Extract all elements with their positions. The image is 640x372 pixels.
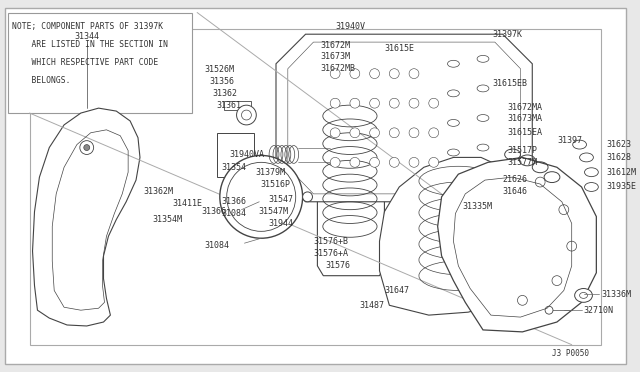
Circle shape [350,98,360,108]
Text: 31411E: 31411E [173,199,202,208]
Text: 31354: 31354 [222,163,247,172]
Text: 31944: 31944 [269,219,294,228]
Text: 31672MB: 31672MB [321,64,355,73]
Circle shape [80,141,93,154]
Text: 31397K: 31397K [493,30,523,39]
Polygon shape [380,157,537,315]
Text: 31335M: 31335M [463,202,493,211]
Text: 31361: 31361 [217,101,242,110]
Circle shape [409,69,419,78]
Text: 31646: 31646 [502,187,528,196]
Text: 31362M: 31362M [143,187,173,196]
Circle shape [220,155,303,238]
Text: NOTE; COMPONENT PARTS OF 31397K: NOTE; COMPONENT PARTS OF 31397K [12,22,163,31]
Polygon shape [298,131,330,177]
Circle shape [350,157,360,167]
Text: 31672M: 31672M [321,41,350,49]
Circle shape [429,98,438,108]
Text: 31612M: 31612M [606,168,636,177]
Text: J3 P0050: J3 P0050 [552,349,589,357]
Polygon shape [317,121,385,276]
Polygon shape [217,133,254,177]
Text: 21626: 21626 [502,174,528,184]
Polygon shape [33,108,140,326]
Text: BELONGS.: BELONGS. [12,76,70,84]
Text: 32710N: 32710N [584,306,614,315]
Text: 31362: 31362 [212,89,237,98]
Circle shape [389,69,399,78]
Text: 31647: 31647 [385,286,410,295]
Text: 31672MA: 31672MA [508,103,543,112]
Circle shape [330,157,340,167]
Circle shape [303,192,312,202]
Circle shape [370,69,380,78]
Text: 31673MA: 31673MA [508,115,543,124]
Text: 31344: 31344 [74,32,99,41]
Text: 31336M: 31336M [601,290,631,299]
Circle shape [330,98,340,108]
Text: 31940V: 31940V [335,22,365,31]
Text: 31940VA: 31940VA [229,150,264,159]
Text: 31577M: 31577M [508,158,538,167]
Polygon shape [224,101,252,110]
Text: 31526M: 31526M [204,65,234,74]
Circle shape [350,128,360,138]
Text: 31356: 31356 [209,77,234,86]
Ellipse shape [575,289,593,302]
Text: 31517P: 31517P [508,146,538,155]
Text: 31935E: 31935E [606,183,636,192]
Text: 31516P: 31516P [260,180,291,189]
Circle shape [409,98,419,108]
Polygon shape [438,157,596,332]
Text: 31615EA: 31615EA [508,128,543,137]
Circle shape [389,157,399,167]
Circle shape [409,128,419,138]
Polygon shape [276,34,532,202]
Text: 31576: 31576 [325,262,350,270]
Polygon shape [5,7,626,365]
Text: 31547: 31547 [269,195,294,204]
Circle shape [429,157,438,167]
Circle shape [370,128,380,138]
Circle shape [552,276,562,286]
Text: 31628: 31628 [606,153,631,162]
Text: 31576+A: 31576+A [314,248,348,257]
Text: 31379M: 31379M [256,168,286,177]
Text: 31615EB: 31615EB [493,79,528,88]
Text: 31354M: 31354M [153,215,183,224]
Text: 31397: 31397 [557,136,582,145]
Text: 31673M: 31673M [321,52,350,61]
Circle shape [567,241,577,251]
Text: 31623: 31623 [606,140,631,149]
Circle shape [545,306,553,314]
Circle shape [429,128,438,138]
Text: 31615E: 31615E [385,45,415,54]
Circle shape [370,157,380,167]
Text: 31084: 31084 [205,241,230,250]
Text: 31366: 31366 [222,197,247,206]
Circle shape [84,145,90,151]
Text: 31084: 31084 [222,209,247,218]
Text: 31487: 31487 [360,301,385,310]
Circle shape [330,128,340,138]
Circle shape [237,105,256,125]
Ellipse shape [580,292,588,298]
Text: 31576+B: 31576+B [314,237,348,246]
Polygon shape [8,13,192,113]
Text: 31547M: 31547M [259,207,289,216]
Text: WHICH RESPECTIVE PART CODE: WHICH RESPECTIVE PART CODE [12,58,158,67]
Circle shape [350,69,360,78]
Circle shape [389,98,399,108]
Circle shape [535,177,545,187]
Circle shape [518,295,527,305]
Polygon shape [29,29,601,345]
Text: 31366: 31366 [202,207,227,216]
Text: ARE LISTED IN THE SECTION IN: ARE LISTED IN THE SECTION IN [12,40,168,49]
Circle shape [389,128,399,138]
Circle shape [409,157,419,167]
Circle shape [559,205,569,215]
Circle shape [370,98,380,108]
Circle shape [330,69,340,78]
